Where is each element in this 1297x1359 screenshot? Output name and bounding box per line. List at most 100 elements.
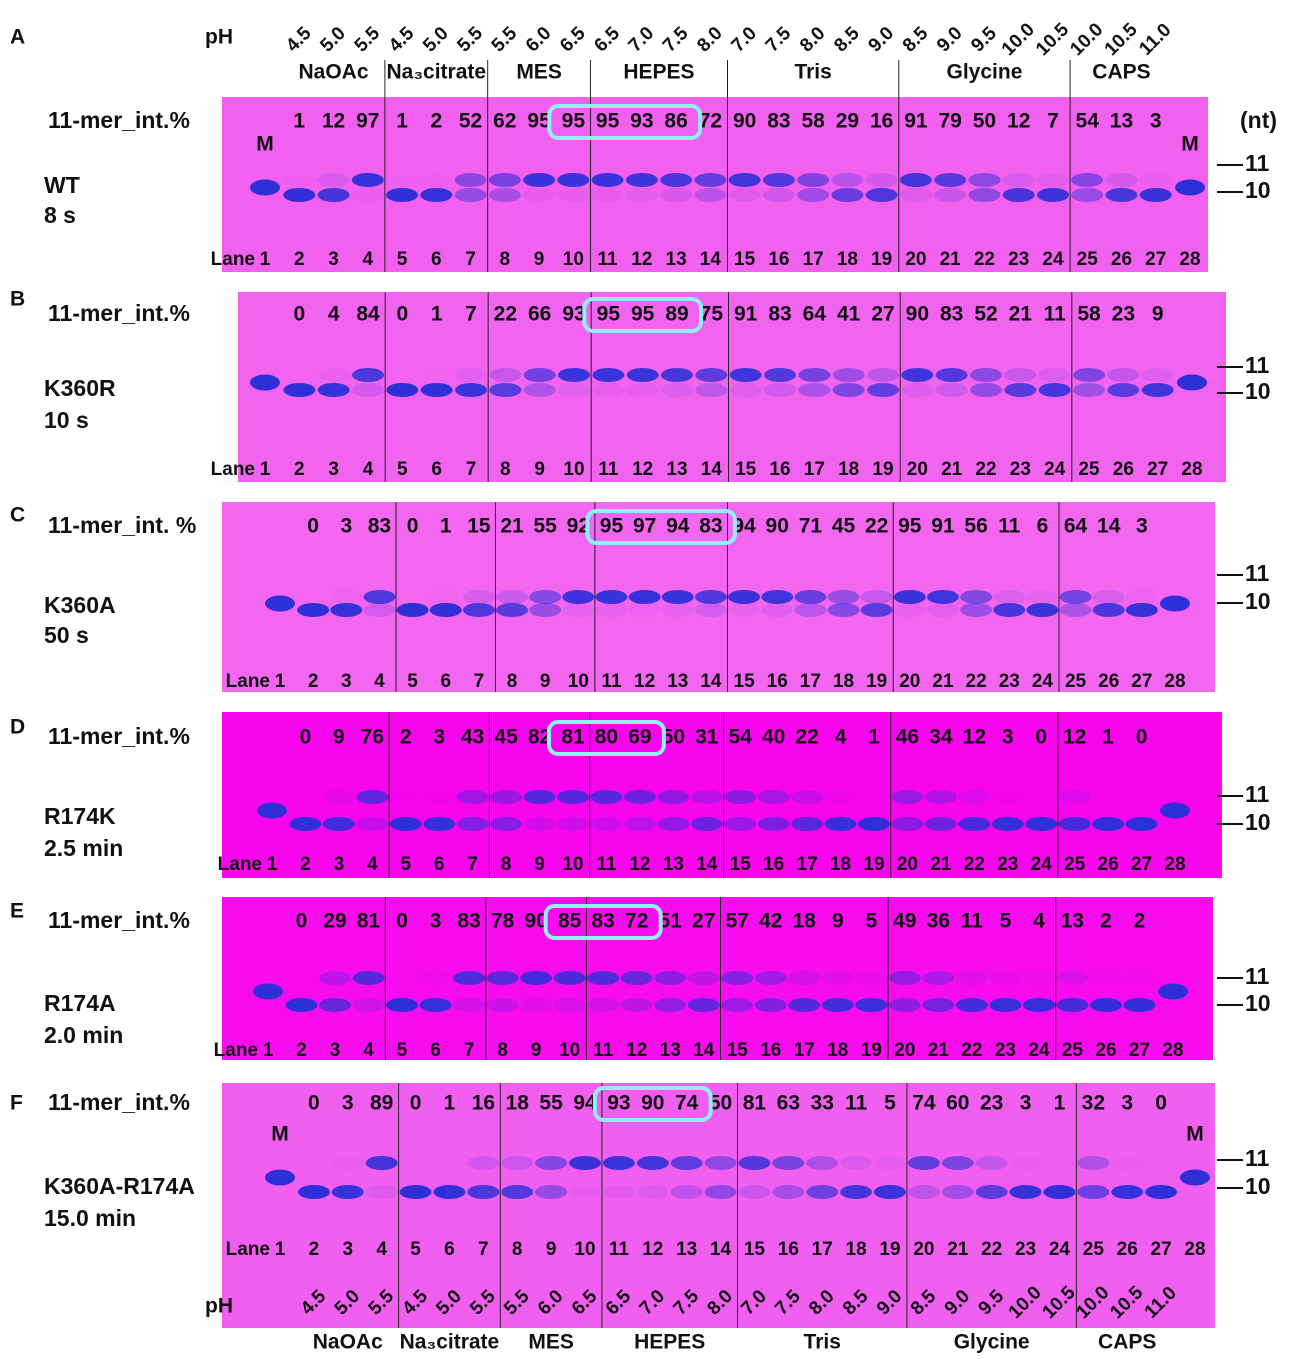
value: 13	[1110, 110, 1133, 133]
value: 0	[1035, 726, 1047, 749]
lane-number: 23	[997, 854, 1018, 875]
band-11	[489, 368, 521, 382]
lane-number: 10	[563, 459, 584, 480]
band-11	[1025, 790, 1057, 804]
lane-number: 3	[330, 1040, 341, 1061]
band-10	[867, 383, 899, 397]
marker-band	[250, 375, 280, 391]
band-10	[738, 1185, 770, 1199]
lane-number: 13	[666, 249, 687, 270]
band-11	[657, 790, 689, 804]
lane-number: 20	[907, 459, 928, 480]
lane-number: 24	[1028, 1040, 1050, 1061]
panel-letter: E	[10, 900, 24, 923]
band-10	[1107, 383, 1139, 397]
band-11	[1126, 790, 1158, 804]
band-10	[400, 1185, 432, 1199]
ph-value: 9.0	[933, 23, 967, 57]
lane-label: Lane	[211, 249, 255, 270]
band-11	[922, 971, 954, 985]
band-10	[861, 603, 893, 617]
sample-name: K360A-R174A	[44, 1173, 195, 1199]
band-11	[825, 790, 857, 804]
ph-value: 6.5	[590, 23, 624, 57]
sample-name: R174A	[44, 990, 116, 1016]
lane-number: 2	[308, 671, 319, 692]
lane-number: 21	[932, 671, 954, 692]
ph-label: pH	[205, 1295, 233, 1318]
band-11	[554, 971, 586, 985]
band-11	[330, 590, 362, 604]
band-10	[569, 1185, 601, 1199]
lane-number: 11	[609, 1239, 630, 1260]
lane-number: 18	[827, 1040, 848, 1061]
lane-number: 28	[1179, 249, 1200, 270]
band-10	[833, 383, 865, 397]
value: 93	[562, 303, 585, 326]
band-10	[1090, 998, 1122, 1012]
band-11	[1060, 590, 1092, 604]
band-10	[319, 998, 351, 1012]
lane-number: 15	[744, 1239, 766, 1260]
panel-letter: B	[10, 288, 25, 311]
band-10	[420, 998, 452, 1012]
value: 90	[906, 303, 929, 326]
value: 5	[884, 1092, 896, 1115]
band-11	[1023, 971, 1055, 985]
band-11	[761, 590, 793, 604]
value: 1	[293, 110, 305, 133]
band-10	[1059, 817, 1091, 831]
lane-number: 17	[803, 249, 824, 270]
size-label: 10	[1245, 177, 1271, 203]
value: 4	[328, 303, 340, 326]
buffer-name: Glycine	[947, 61, 1023, 84]
marker-label: M	[271, 1123, 289, 1146]
lane-number: 16	[767, 671, 788, 692]
panel-letter: C	[10, 504, 25, 527]
band-10	[332, 1185, 364, 1199]
band-11	[695, 368, 727, 382]
band-11	[592, 368, 624, 382]
size-unit: (nt)	[1240, 107, 1277, 133]
panel-letter: F	[10, 1092, 23, 1115]
metric-label: 11-mer_int.%	[48, 107, 190, 133]
band-11	[705, 1156, 737, 1170]
lane-number: 7	[464, 1040, 475, 1061]
value: 80	[595, 726, 618, 749]
value: 97	[633, 515, 656, 538]
lane-number: 11	[596, 854, 617, 875]
band-11	[455, 173, 487, 187]
band-10	[433, 1185, 465, 1199]
band-10	[825, 817, 857, 831]
size-label: 11	[1245, 352, 1270, 378]
band-11	[934, 173, 966, 187]
value: 4	[835, 726, 847, 749]
lane-number: 20	[897, 854, 918, 875]
band-10	[1077, 1185, 1109, 1199]
band-10	[1111, 1185, 1143, 1199]
lane-number: 12	[634, 671, 655, 692]
time: 10 s	[44, 407, 89, 433]
lane-number: 19	[861, 1040, 882, 1061]
band-10	[323, 817, 355, 831]
band-10	[730, 383, 762, 397]
band-11	[936, 368, 968, 382]
band-10	[691, 817, 723, 831]
band-10	[993, 603, 1025, 617]
band-10	[562, 603, 594, 617]
lane-number: 15	[727, 1040, 749, 1061]
band-11	[298, 1156, 330, 1170]
band-10	[866, 188, 898, 202]
band-10	[1126, 603, 1158, 617]
lane-number: 16	[760, 1040, 781, 1061]
lane-number: 18	[830, 854, 851, 875]
buffer-name: CAPS	[1092, 61, 1150, 84]
sample-name: R174K	[44, 803, 116, 829]
band-10	[386, 188, 418, 202]
value: 3	[340, 515, 352, 538]
value: 5	[865, 910, 877, 933]
marker-band	[250, 180, 280, 196]
band-10	[529, 603, 561, 617]
value: 1	[868, 726, 880, 749]
value: 36	[927, 910, 950, 933]
